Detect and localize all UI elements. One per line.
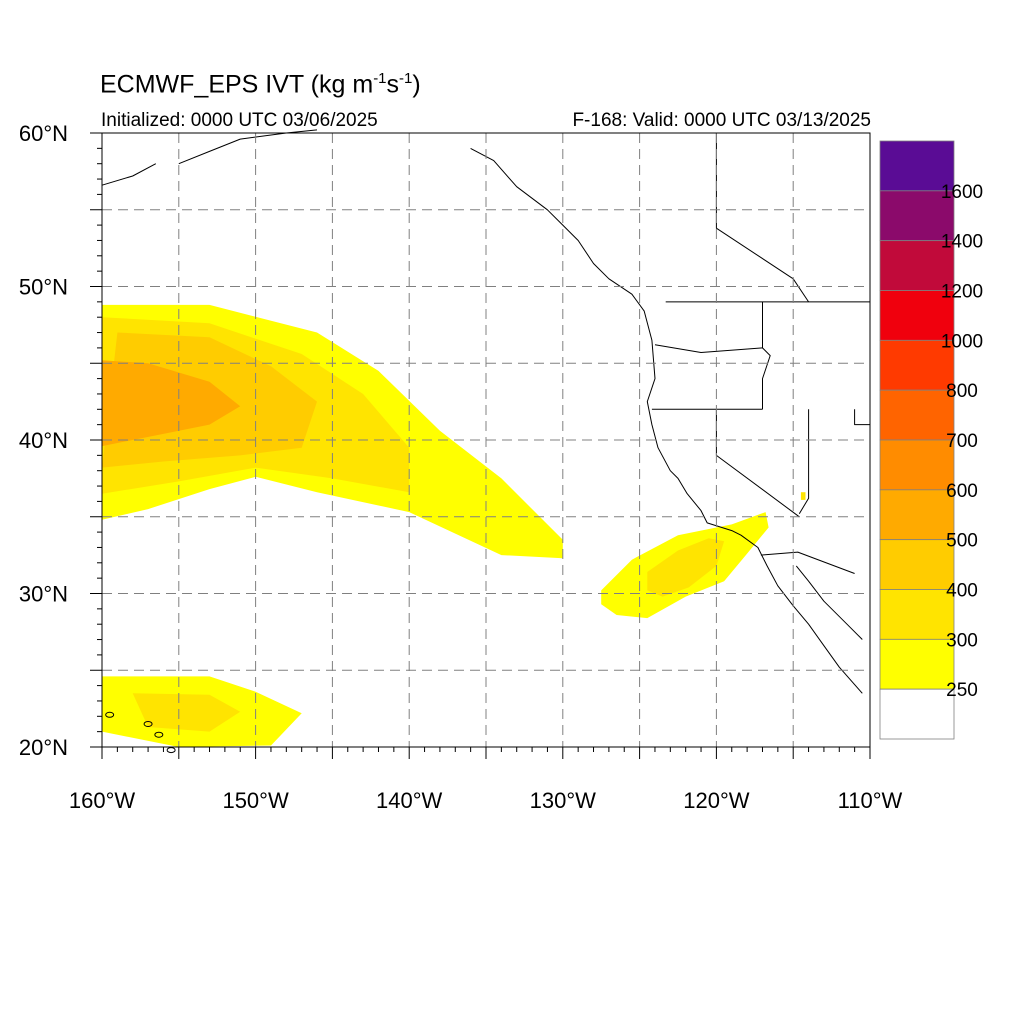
lat-label: 50°N — [19, 275, 68, 300]
hawaii-island — [154, 731, 164, 738]
lat-label: 30°N — [19, 582, 68, 607]
colorbar-swatch — [879, 140, 955, 192]
colorbar-swatch — [879, 389, 955, 441]
colorbar-label: 600 — [946, 481, 978, 502]
colorbar-label: 1200 — [941, 282, 983, 303]
valid-time: F-168: Valid: 0000 UTC 03/13/2025 — [572, 110, 871, 131]
nevada-utah-border — [854, 409, 870, 426]
lon-label: 160°W — [69, 788, 136, 813]
lon-label: 140°W — [376, 788, 443, 813]
colorbar-label: 1600 — [941, 182, 983, 203]
colorbar-label: 1400 — [941, 232, 983, 253]
colorbar-swatch — [879, 688, 955, 740]
subtropical-ar-level-300 — [132, 693, 241, 732]
inland-blob-level-300 — [800, 492, 806, 500]
west-coast-line — [470, 147, 863, 694]
ca-nv-border — [715, 409, 800, 518]
gulf-of-california-line — [795, 565, 863, 640]
lat-label: 20°N — [19, 735, 68, 760]
bc-ab-border — [715, 133, 810, 303]
colorbar-swatch — [879, 638, 955, 690]
wa-or-border — [654, 344, 763, 353]
colorbar-swatch — [879, 240, 955, 291]
idaho-border — [762, 301, 771, 410]
colorbar-swatch — [879, 190, 955, 242]
colorbar-swatch — [879, 489, 955, 541]
socal-ar-level-300 — [647, 538, 725, 597]
lon-label: 130°W — [530, 788, 597, 813]
colorbar: 1600 1400 1200 1000 800 700 600 500 400 300 250 — [879, 140, 983, 740]
axis-ticks — [90, 132, 871, 759]
ivt-shaded-field — [102, 304, 806, 747]
initialized-time: Initialized: 0000 UTC 03/06/2025 — [101, 110, 378, 131]
lon-label: 150°W — [222, 788, 289, 813]
colorbar-label: 1000 — [941, 331, 983, 352]
nv-az-border — [798, 409, 810, 514]
colorbar-swatch — [879, 539, 955, 590]
colorbar-label: 800 — [946, 381, 978, 402]
lat-label: 60°N — [19, 121, 68, 146]
north-pacific-ar-level-500 — [102, 360, 241, 447]
hawaii-island — [143, 720, 153, 727]
lon-label: 120°W — [683, 788, 750, 813]
lon-label: 110°W — [838, 788, 903, 813]
graticule-gridlines — [102, 133, 870, 747]
hawaii-island — [105, 711, 115, 718]
axis-labels: 160°W 150°W 140°W 130°W 120°W 110°W 60°N 50°N 40… — [19, 121, 903, 813]
us-mexico-border — [760, 551, 855, 574]
colorbar-label: 400 — [946, 581, 978, 602]
alaska-peninsula-line — [101, 163, 157, 186]
alaska-coast-line — [178, 129, 318, 165]
colorbar-swatch — [879, 589, 955, 640]
colorbar-label: 700 — [946, 431, 978, 452]
colorbar-swatch — [879, 339, 955, 391]
hawaii-island — [166, 747, 176, 754]
colorbar-label: 300 — [946, 630, 978, 651]
chart-title: ECMWF_EPS IVT (kg m-1s-1) — [100, 70, 421, 99]
coastline-layer — [101, 129, 870, 754]
colorbar-label: 250 — [946, 680, 978, 701]
lat-label: 40°N — [19, 428, 68, 453]
colorbar-swatch — [879, 439, 955, 491]
colorbar-label: 500 — [946, 531, 978, 552]
